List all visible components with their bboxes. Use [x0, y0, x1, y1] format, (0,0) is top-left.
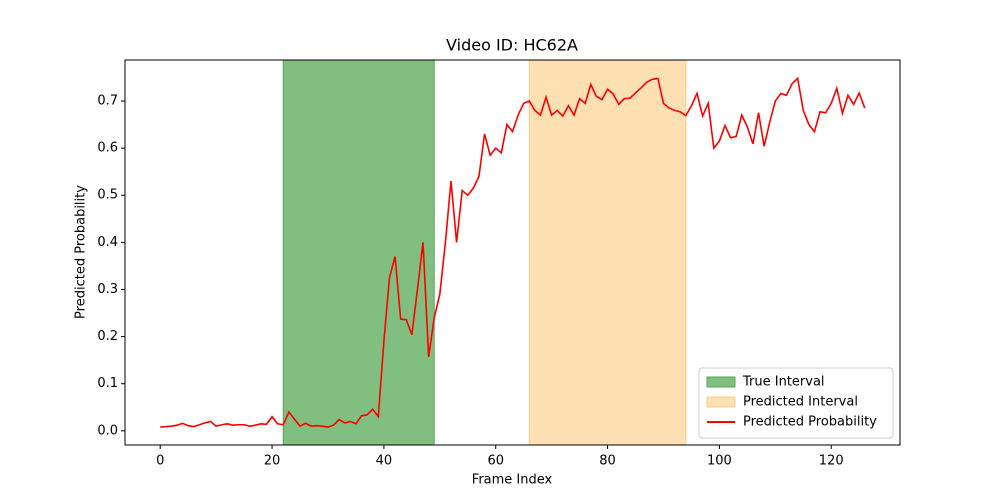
legend-label: Predicted Probability [743, 415, 877, 430]
y-tick-label: 0.3 [97, 282, 118, 297]
y-tick-label: 0.1 [97, 376, 118, 391]
legend-label: Predicted Interval [743, 395, 858, 410]
x-tick-label: 100 [707, 454, 732, 469]
x-tick-label: 20 [264, 454, 281, 469]
y-tick-label: 0.6 [97, 141, 118, 156]
y-axis-label: Predicted Probability [74, 185, 89, 319]
y-tick-label: 0.5 [97, 188, 118, 203]
probability-line [160, 76, 866, 428]
x-tick-label: 0 [156, 454, 164, 469]
y-tick-label: 0.4 [97, 235, 118, 250]
x-tick-label: 60 [487, 454, 504, 469]
y-tick-label: 0.0 [97, 423, 118, 438]
chart-title: Video ID: HC62A [446, 36, 578, 55]
x-tick-label: 80 [599, 454, 616, 469]
legend-swatch [706, 376, 736, 388]
y-tick-label: 0.2 [97, 329, 118, 344]
interval-span [282, 59, 435, 446]
plot-frame [124, 59, 901, 446]
legend-swatch [706, 396, 736, 408]
y-tick-label: 0.7 [97, 93, 118, 108]
interval-span [528, 59, 687, 446]
legend-label: True Interval [742, 375, 825, 390]
legend-box [698, 367, 894, 439]
x-tick-label: 120 [819, 454, 844, 469]
legend: True Interval Predicted Interval Predicted… [698, 367, 894, 439]
x-tick-label: 40 [376, 454, 393, 469]
x-axis-label: Frame Index [472, 473, 553, 488]
